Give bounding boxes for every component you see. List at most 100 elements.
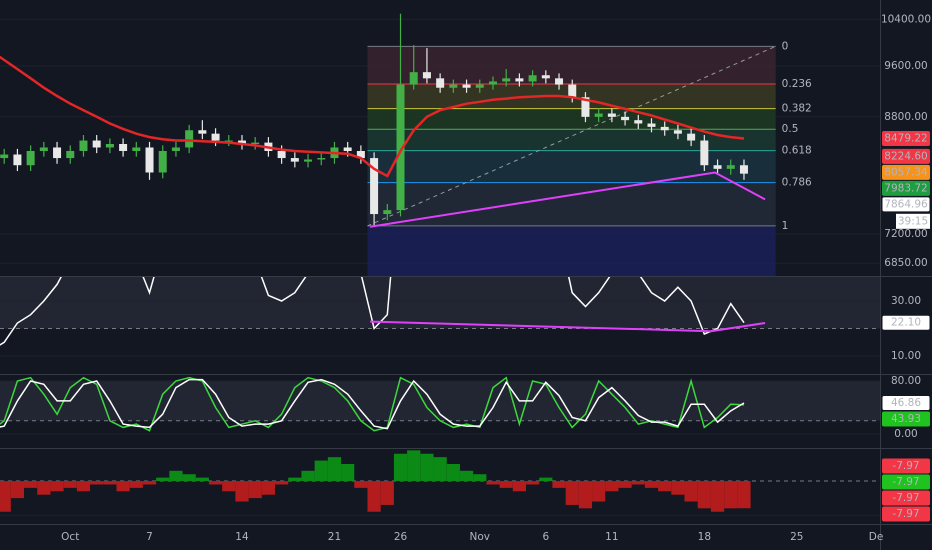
candle-body bbox=[66, 150, 75, 159]
candle-body bbox=[541, 75, 550, 79]
candle-body bbox=[462, 84, 471, 88]
x-tick-label: 18 bbox=[698, 531, 711, 543]
histogram-bar bbox=[433, 457, 447, 482]
price-label-bg bbox=[881, 394, 931, 411]
candle-body bbox=[343, 147, 352, 151]
fib-label: 0 bbox=[782, 40, 789, 52]
histogram-bar bbox=[182, 474, 196, 482]
histogram-bar bbox=[103, 481, 117, 485]
y-tick-label: 30.00 bbox=[891, 295, 921, 307]
price-label: 7864.96 bbox=[884, 198, 928, 210]
price-label-bg bbox=[882, 474, 930, 490]
price-label-bg bbox=[882, 411, 930, 427]
candle-body bbox=[607, 113, 616, 117]
moving-average bbox=[0, 55, 745, 178]
price-label: -7.97 bbox=[892, 492, 919, 504]
fib-label: 0.5 bbox=[782, 123, 799, 135]
fib-diagonal bbox=[367, 45, 776, 227]
price-label: 46.86 bbox=[891, 397, 921, 409]
price-label: 7983.72 bbox=[884, 182, 927, 194]
axes: 6850.00 7200.00 8800.00 9600.00 10400.00 8479… bbox=[61, 13, 931, 543]
histogram-bar bbox=[314, 460, 328, 482]
candle-body bbox=[726, 165, 735, 169]
candle-body bbox=[119, 143, 128, 151]
candle-body bbox=[660, 126, 669, 131]
price-label-bg bbox=[881, 314, 931, 331]
histogram-bar bbox=[37, 481, 51, 495]
price-label-bg bbox=[882, 506, 930, 522]
x-tick-label: Nov bbox=[470, 531, 491, 543]
x-tick-label: De bbox=[869, 531, 884, 543]
x-tick-label: Oct bbox=[61, 531, 79, 543]
histogram-bar bbox=[169, 470, 183, 482]
candle-body bbox=[739, 165, 748, 174]
x-tick-label: 11 bbox=[605, 531, 618, 543]
histogram-bar bbox=[499, 481, 513, 488]
candle-body bbox=[528, 75, 537, 82]
histogram-bar bbox=[605, 481, 619, 492]
y-tick-label: 7200.00 bbox=[884, 228, 927, 240]
candle-body bbox=[383, 210, 392, 215]
candle-body bbox=[475, 84, 484, 88]
indicator-line bbox=[0, 376, 745, 432]
momentum-pane bbox=[0, 450, 880, 516]
fib-band bbox=[367, 129, 776, 151]
candle-body bbox=[13, 154, 22, 166]
candle-body bbox=[79, 140, 88, 151]
histogram-bar bbox=[301, 470, 315, 482]
candle-body bbox=[237, 140, 246, 144]
price-label: -7.97 bbox=[892, 476, 919, 488]
candle-body bbox=[396, 84, 405, 211]
fib-label: 0.618 bbox=[782, 145, 812, 157]
histogram-bar bbox=[552, 481, 566, 488]
indicator-line bbox=[0, 378, 745, 430]
histogram-bar bbox=[354, 481, 368, 488]
histogram-bar bbox=[473, 474, 487, 482]
histogram-bar bbox=[578, 481, 593, 509]
candle-body bbox=[687, 133, 696, 141]
histogram-bar bbox=[539, 477, 553, 482]
histogram-bar bbox=[737, 481, 751, 509]
histogram-bar bbox=[380, 481, 394, 505]
candle-body bbox=[673, 130, 682, 134]
y-tick-label: 10400.00 bbox=[881, 13, 931, 25]
histogram-bar bbox=[142, 481, 157, 485]
stochastic-pane bbox=[0, 376, 880, 435]
candle-body bbox=[304, 159, 313, 162]
y-tick-label: 8800.00 bbox=[884, 111, 927, 123]
histogram-bar bbox=[697, 481, 711, 509]
candle-body bbox=[409, 72, 418, 85]
histogram-bar bbox=[208, 481, 223, 485]
histogram-bar bbox=[512, 481, 526, 492]
histogram-bar bbox=[129, 481, 143, 488]
candle-body bbox=[105, 143, 114, 148]
candle-body bbox=[290, 158, 299, 162]
histogram-bar bbox=[459, 470, 474, 482]
histogram-bar bbox=[222, 481, 236, 492]
candle-body bbox=[211, 133, 220, 141]
y-tick-label: 0.00 bbox=[894, 428, 917, 440]
histogram-bar bbox=[116, 481, 130, 492]
y-tick-label: 80.00 bbox=[891, 375, 921, 387]
histogram-bar bbox=[618, 481, 632, 488]
candle-body bbox=[515, 78, 524, 82]
fib-label: 1 bbox=[782, 220, 789, 232]
fib-label: 0.236 bbox=[782, 78, 812, 90]
price-label: -7.97 bbox=[892, 508, 919, 520]
x-tick-label: 14 bbox=[235, 531, 249, 543]
price-label-bg bbox=[882, 164, 930, 180]
histogram-bar bbox=[420, 453, 434, 482]
histogram-bar bbox=[724, 481, 738, 509]
histogram-bar bbox=[407, 450, 421, 482]
candle-body bbox=[198, 130, 207, 134]
candle-body bbox=[502, 78, 511, 82]
candle-body bbox=[92, 140, 101, 148]
histogram-bar bbox=[644, 481, 659, 488]
fib-label: 0.382 bbox=[782, 103, 812, 115]
fib-band bbox=[367, 182, 776, 226]
histogram-bar bbox=[684, 481, 698, 502]
y-tick-label: 9600.00 bbox=[884, 60, 927, 72]
candle-body bbox=[449, 84, 458, 88]
candle-body bbox=[356, 150, 365, 159]
